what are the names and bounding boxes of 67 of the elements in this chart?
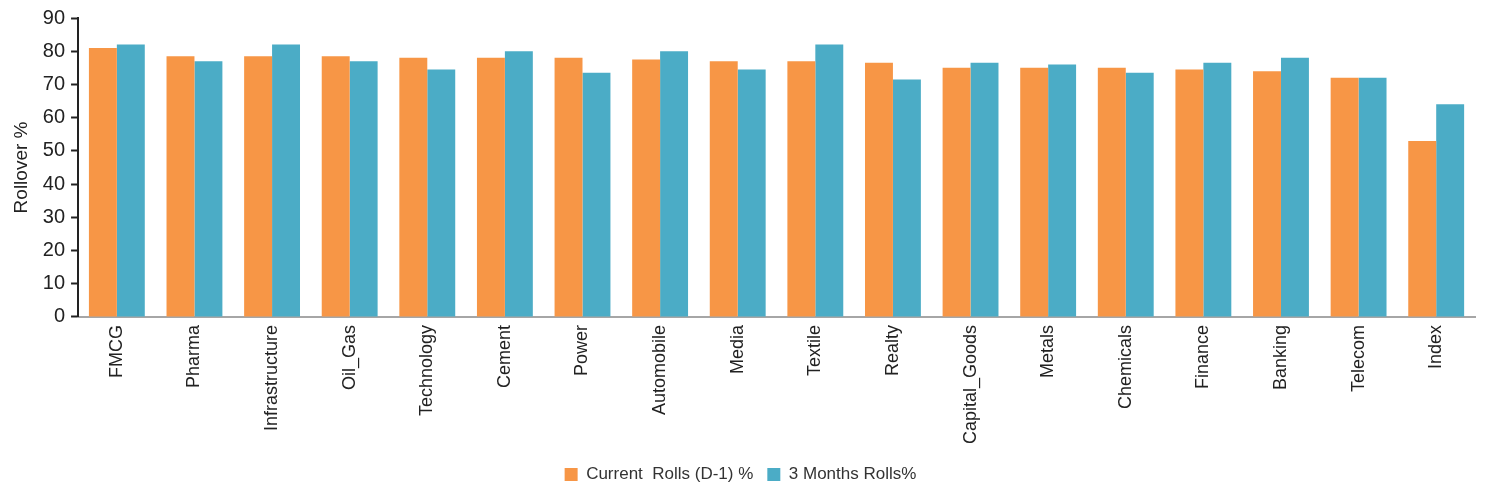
bar [660, 51, 689, 317]
x-tick-label: Capital_Goods [959, 324, 981, 444]
y-axis-title: Rollover % [9, 121, 31, 214]
bar [166, 56, 195, 317]
bar [88, 47, 117, 317]
x-tick-label: Textile [804, 324, 825, 376]
bar [892, 79, 921, 317]
bar [1020, 67, 1049, 317]
bar [709, 61, 738, 317]
x-tick-label: Media [726, 323, 747, 374]
bar [582, 72, 611, 317]
x-tick-label: FMCG [105, 324, 126, 378]
bar [1253, 71, 1281, 317]
x-tick-label: Finance [1192, 324, 1213, 389]
x-tick-label: Automobile [649, 324, 670, 415]
x-tick-label: Realty [881, 324, 902, 376]
bar [970, 62, 999, 317]
bar [244, 56, 273, 317]
bar [1408, 140, 1437, 317]
bar [554, 57, 583, 317]
x-tick-label: Chemicals [1114, 324, 1135, 409]
bar [1048, 64, 1077, 317]
bar [1097, 67, 1126, 317]
x-tick-label: Oil_Gas [338, 324, 360, 390]
bar [272, 44, 301, 317]
bar [1280, 57, 1309, 317]
bar [504, 51, 533, 317]
bar [1203, 62, 1232, 317]
bar [399, 57, 428, 317]
bar [1436, 104, 1465, 317]
y-tick-label: 0 [53, 304, 66, 327]
legend-label: 3 Months Rolls% [788, 464, 917, 484]
y-tick-label: 70 [42, 71, 66, 94]
bar [1175, 69, 1204, 317]
bar [321, 56, 350, 317]
y-tick-label: 40 [42, 171, 66, 194]
y-tick-label: 60 [42, 105, 66, 128]
y-tick-label: 50 [42, 138, 66, 161]
bar [1330, 77, 1359, 317]
y-tick-label: 20 [42, 238, 66, 261]
x-tick-label: Technology [416, 324, 437, 416]
x-tick-label: Banking [1269, 324, 1290, 390]
y-tick-label: 90 [42, 5, 66, 28]
x-tick-label: Telecom [1347, 324, 1368, 392]
bar [116, 44, 145, 317]
x-tick-label: Power [571, 324, 592, 376]
bar [476, 57, 505, 317]
bar [942, 67, 971, 317]
y-tick-label: 30 [42, 204, 66, 227]
x-tick-label: Infrastructure [261, 324, 282, 431]
bar [737, 69, 766, 317]
bar [194, 61, 223, 317]
bar [427, 69, 456, 317]
x-tick-label: Pharma [183, 323, 204, 388]
bar [787, 61, 816, 317]
bar [815, 44, 844, 317]
bar [865, 62, 893, 317]
x-tick-label: Cement [493, 324, 514, 388]
bar [1125, 72, 1154, 317]
bar [349, 61, 378, 317]
y-tick-label: 80 [42, 38, 66, 61]
legend-label: Current Rolls (D-1) % [586, 464, 754, 484]
x-tick-label: Metals [1037, 324, 1058, 378]
x-tick-label: Index [1425, 324, 1446, 369]
bar [1358, 77, 1387, 317]
bar [632, 59, 661, 317]
y-tick-label: 10 [42, 271, 66, 294]
